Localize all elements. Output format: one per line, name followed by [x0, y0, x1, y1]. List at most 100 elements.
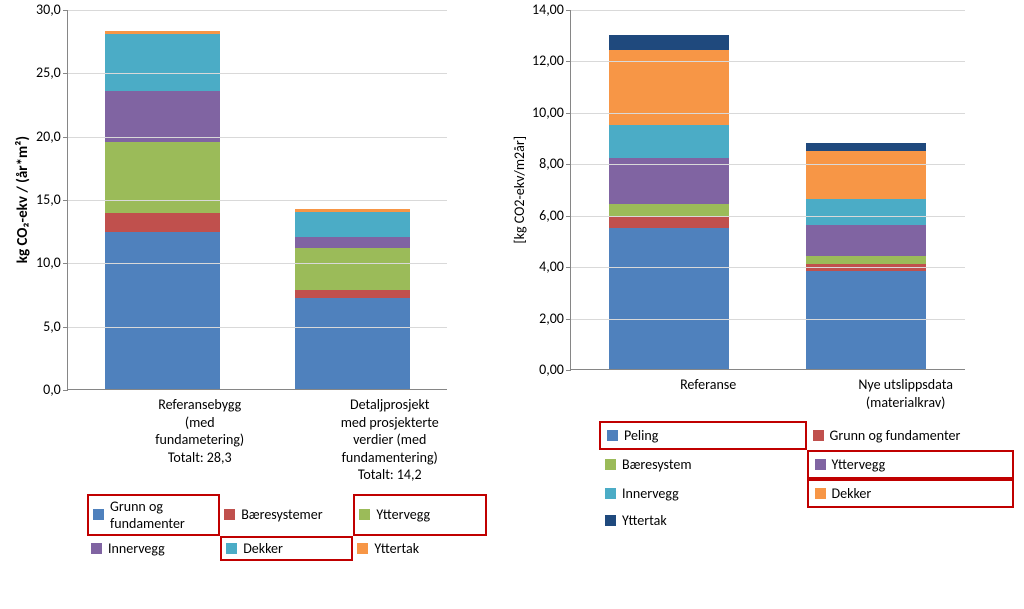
bar-segment-baere — [105, 213, 220, 232]
right-grid — [570, 10, 965, 370]
tick-mark — [566, 319, 571, 320]
stacked-bar — [806, 143, 926, 369]
tick-mark — [566, 164, 571, 165]
gridline — [571, 267, 965, 268]
legend-swatch — [226, 543, 237, 554]
legend-item-inner2: Innervegg — [599, 479, 807, 508]
tick-mark — [63, 10, 68, 11]
stacked-bar — [105, 31, 220, 389]
gridline — [571, 61, 965, 62]
legend-item-ytter: Yttervegg — [353, 494, 486, 536]
legend-label: Yttertak — [374, 540, 419, 557]
bar-segment-ytter — [295, 248, 410, 290]
x-category-label: Referanse — [680, 376, 736, 411]
legend-swatch — [605, 488, 616, 499]
legend-swatch — [93, 509, 104, 520]
bar-segment-dekker — [105, 34, 220, 91]
legend-item-baere2: Bæresystem — [599, 450, 807, 479]
legend-item-grunn2: Grunn og fundamenter — [807, 421, 1015, 450]
tick-mark — [566, 370, 571, 371]
tick-mark — [63, 263, 68, 264]
legend-swatch — [359, 509, 370, 520]
right-x-labels: Referanse Nye utslippsdata (materialkrav) — [619, 376, 1014, 411]
tick-mark — [63, 137, 68, 138]
left-legend: Grunn og fundamenterBæresystemer Ytterveg… — [87, 494, 487, 561]
bar-segment-grunn — [105, 232, 220, 389]
bar-segment-inner2 — [806, 199, 926, 225]
right-chart: [kg CO2-ekv/m2år] 0,002,004,006,008,0010… — [507, 10, 1014, 599]
x-category-label: Nye utslippsdata (materialkrav) — [858, 376, 953, 411]
bar-segment-peling — [806, 271, 926, 369]
left-x-labels: Referansebygg (med fundametering) Totalt… — [107, 396, 487, 484]
legend-item-peling: Peling — [599, 421, 807, 450]
gridline — [68, 137, 447, 138]
tick-mark — [566, 10, 571, 11]
x-category-label: Referansebygg (med fundametering) Totalt… — [155, 396, 244, 484]
gridline — [68, 73, 447, 74]
gridline — [571, 319, 965, 320]
tick-mark — [63, 327, 68, 328]
gridline — [571, 10, 965, 11]
gridline — [68, 10, 447, 11]
legend-swatch — [605, 459, 616, 470]
bar-segment-baere — [295, 290, 410, 298]
tick-mark — [63, 390, 68, 391]
left-chart: kg CO₂-ekv / (år*m²) 0,05,010,015,020,02… — [10, 10, 487, 599]
bar-segment-peling — [609, 228, 729, 369]
right-legend: Peling Grunn og fundamenter Bæresystem Ytte… — [599, 421, 1014, 533]
legend-item-ytter2: Yttervegg — [807, 450, 1015, 479]
bar-segment-dekker — [295, 212, 410, 237]
tick-mark — [63, 200, 68, 201]
gridline — [68, 263, 447, 264]
gridline — [571, 113, 965, 114]
legend-label: Yttertak — [622, 512, 667, 529]
legend-item-grunn: Grunn og fundamenter — [87, 494, 220, 536]
bar-segment-yttertak2 — [806, 143, 926, 151]
tick-mark — [566, 113, 571, 114]
bar-segment-dekker2 — [806, 151, 926, 200]
legend-label: Innervegg — [108, 540, 165, 557]
left-grid — [67, 10, 447, 390]
legend-item-dekker2: Dekker — [807, 479, 1015, 508]
tick-mark — [566, 267, 571, 268]
right-y-ticks: 0,002,004,006,008,0010,0012,0014,00 — [532, 10, 570, 370]
x-category-label: Detaljprosjekt med prosjekterte verdier … — [341, 396, 439, 484]
legend-label: Peling — [624, 427, 658, 444]
legend-label: Yttervegg — [376, 506, 430, 523]
legend-swatch — [91, 543, 102, 554]
legend-swatch — [224, 509, 235, 520]
legend-item-dekker: Dekker — [220, 536, 353, 561]
gridline — [68, 200, 447, 201]
legend-swatch — [607, 430, 618, 441]
legend-label: Yttervegg — [832, 456, 886, 473]
bar-segment-inner — [105, 91, 220, 142]
tick-mark — [566, 216, 571, 217]
legend-item-inner: Innervegg — [87, 536, 220, 561]
legend-item-yttertak2: Yttertak — [599, 508, 807, 533]
bar-segment-baere2 — [806, 256, 926, 264]
left-y-axis-label: kg CO₂-ekv / (år*m²) — [10, 136, 36, 263]
legend-label: Grunn og fundamenter — [110, 498, 214, 532]
bar-segment-ytter2 — [806, 225, 926, 256]
gridline — [571, 164, 965, 165]
gridline — [68, 327, 447, 328]
legend-label: Innervegg — [622, 485, 679, 502]
right-y-axis-label: [kg CO2-ekv/m2år] — [507, 136, 532, 244]
right-bars — [571, 10, 965, 369]
legend-label: Bæresystem — [622, 456, 692, 473]
legend-swatch — [813, 430, 824, 441]
left-plot-area: kg CO₂-ekv / (år*m²) 0,05,010,015,020,02… — [10, 10, 487, 390]
legend-swatch — [357, 543, 368, 554]
legend-label: Dekker — [243, 540, 283, 557]
bar-segment-ytter — [105, 142, 220, 213]
tick-mark — [63, 73, 68, 74]
tick-mark — [566, 61, 571, 62]
legend-swatch — [605, 515, 616, 526]
bar-segment-yttertak2 — [609, 35, 729, 50]
right-plot-area: [kg CO2-ekv/m2år] 0,002,004,006,008,0010… — [507, 10, 1014, 370]
bar-segment-grunn2 — [609, 217, 729, 227]
legend-label: Grunn og fundamenter — [830, 427, 961, 444]
gridline — [571, 216, 965, 217]
bar-segment-inner2 — [609, 125, 729, 158]
legend-item-baere: Bæresystemer — [220, 494, 353, 536]
